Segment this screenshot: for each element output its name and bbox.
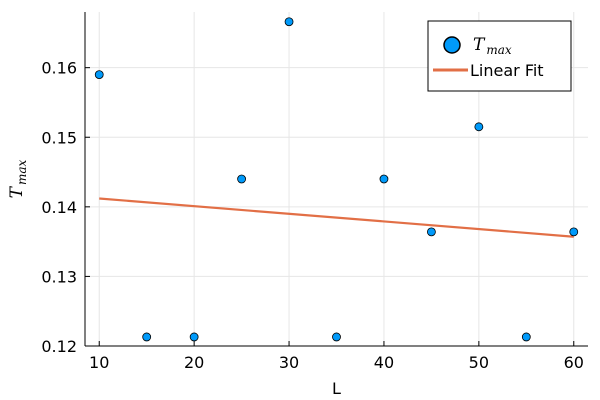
- y-tick-label: 0.14: [41, 198, 77, 217]
- legend-label-linear-fit: Linear Fit: [470, 61, 544, 80]
- scatter-point: [569, 227, 579, 237]
- y-tick-label: 0.15: [41, 128, 77, 147]
- scatter-point: [379, 174, 389, 184]
- svg-text:Tmax: Tmax: [473, 35, 512, 57]
- ticks: 10 20 30 40 50 60 0.12 0.13 0.14 0.15 0.16: [41, 59, 584, 372]
- scatter-point: [521, 332, 531, 342]
- x-tick-label: 60: [564, 353, 584, 372]
- legend-label-tmax-sub: max: [486, 43, 512, 57]
- y-tick-label: 0.16: [41, 59, 77, 78]
- scatter-point: [332, 332, 341, 342]
- linear-fit-line: [99, 197, 574, 238]
- x-tick-label: 30: [279, 353, 299, 372]
- scatter-point: [284, 17, 294, 27]
- x-tick-label: 20: [184, 353, 204, 372]
- scatter-point: [94, 70, 104, 80]
- x-tick-label: 50: [469, 353, 489, 372]
- scatter-point: [427, 227, 436, 237]
- svg-text:Tmax: Tmax: [7, 159, 29, 198]
- y-tick-label: 0.12: [41, 337, 77, 356]
- legend-marker-scatter: [443, 36, 461, 54]
- plot-series: [94, 17, 579, 342]
- x-tick-label: 10: [89, 353, 109, 372]
- scatter-point: [189, 332, 199, 342]
- legend-label-tmax-base: T: [473, 35, 486, 55]
- y-axis-title-sub: max: [15, 159, 29, 185]
- y-axis-title-base: T: [7, 185, 27, 198]
- y-tick-label: 0.13: [41, 267, 77, 286]
- scatter-point: [474, 122, 484, 132]
- legend-box: [427, 20, 572, 92]
- y-axis-title: Tmax: [7, 159, 29, 198]
- scatter-point: [237, 174, 246, 184]
- x-axis-title: L: [332, 379, 341, 398]
- x-tick-label: 40: [374, 353, 394, 372]
- scatter-point: [142, 332, 152, 342]
